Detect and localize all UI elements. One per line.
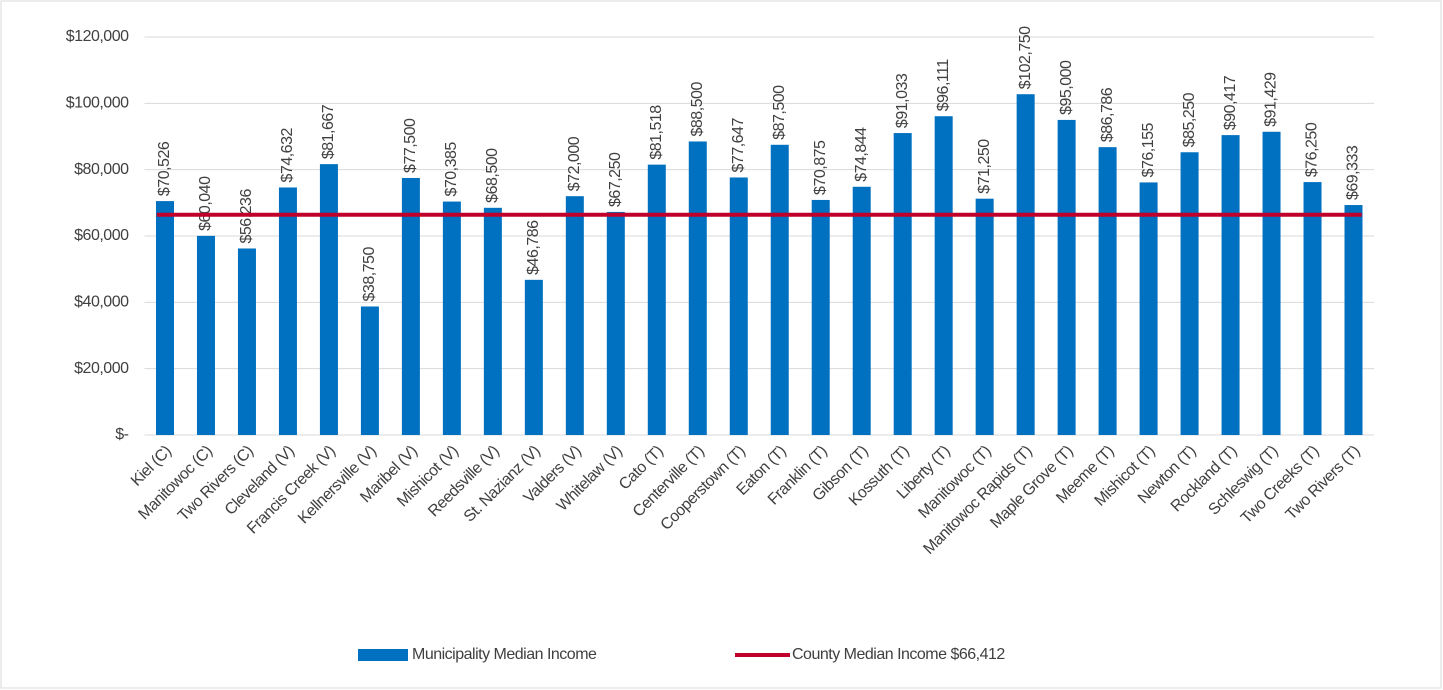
bar: [1057, 119, 1076, 436]
data-label: $71,250: [976, 139, 993, 194]
data-label: $90,417: [1222, 75, 1239, 130]
bar: [1139, 182, 1158, 435]
bar: [1098, 147, 1117, 435]
bar: [1344, 205, 1363, 435]
legend-label: County Median Income $66,412: [792, 646, 1005, 663]
bar: [606, 211, 625, 435]
bar: [483, 207, 502, 435]
bar: [1016, 94, 1035, 436]
data-label: $46,786: [525, 220, 542, 275]
data-label: $81,667: [320, 104, 337, 159]
data-label: $70,875: [812, 140, 829, 195]
data-label: $76,155: [1140, 122, 1157, 177]
bar: [565, 196, 584, 435]
data-label: $81,518: [648, 105, 665, 160]
data-label: $86,786: [1099, 87, 1116, 142]
bar: [155, 201, 174, 435]
bar: [278, 187, 297, 435]
y-tick-label: $60,000: [74, 227, 129, 244]
bar: [196, 235, 215, 435]
data-label: $102,750: [1017, 26, 1034, 89]
bar: [1180, 152, 1199, 436]
data-label: $88,500: [689, 82, 706, 137]
data-label: $76,250: [1304, 122, 1321, 177]
data-label: $70,526: [156, 141, 173, 196]
bar: [237, 248, 256, 435]
data-label: $77,647: [730, 118, 747, 173]
bar: [1303, 182, 1322, 435]
y-tick-label: $40,000: [74, 294, 129, 311]
bar: [934, 116, 953, 436]
bar: [729, 177, 748, 436]
bar: [442, 201, 461, 435]
bar: [1262, 131, 1281, 435]
bar: [770, 144, 789, 435]
bar: [852, 186, 871, 435]
data-label: $60,040: [197, 176, 214, 231]
data-label: $38,750: [361, 247, 378, 302]
data-label: $72,000: [566, 136, 583, 191]
data-label: $74,844: [853, 127, 870, 182]
bar: [647, 164, 666, 436]
bar: [1221, 135, 1240, 435]
data-label: $77,500: [402, 118, 419, 173]
y-tick-label: $120,000: [66, 28, 129, 45]
bar: [975, 198, 994, 435]
bar: [688, 141, 707, 435]
data-label: $96,111: [935, 59, 952, 112]
y-tick-label: $20,000: [74, 360, 129, 377]
data-label: $67,250: [607, 152, 624, 207]
y-tick-label: $80,000: [74, 161, 129, 178]
bar: [811, 199, 830, 435]
data-label: $70,385: [443, 142, 460, 197]
y-tick-label: $-: [115, 426, 128, 443]
data-label: $91,429: [1263, 72, 1280, 127]
bar: [319, 164, 338, 435]
bar: [524, 279, 543, 435]
bar: [401, 177, 420, 436]
data-label: $85,250: [1181, 92, 1198, 147]
bar: [893, 133, 912, 435]
legend-swatch: [358, 649, 408, 661]
data-label: $74,632: [279, 128, 296, 183]
data-label: $95,000: [1058, 60, 1075, 115]
legend-label: Municipality Median Income: [412, 646, 597, 663]
bar: [360, 306, 379, 435]
data-label: $68,500: [484, 148, 501, 203]
data-label: $69,333: [1345, 145, 1362, 200]
y-tick-label: $100,000: [66, 95, 129, 112]
data-label: $91,033: [894, 73, 911, 128]
data-label: $87,500: [771, 85, 788, 140]
